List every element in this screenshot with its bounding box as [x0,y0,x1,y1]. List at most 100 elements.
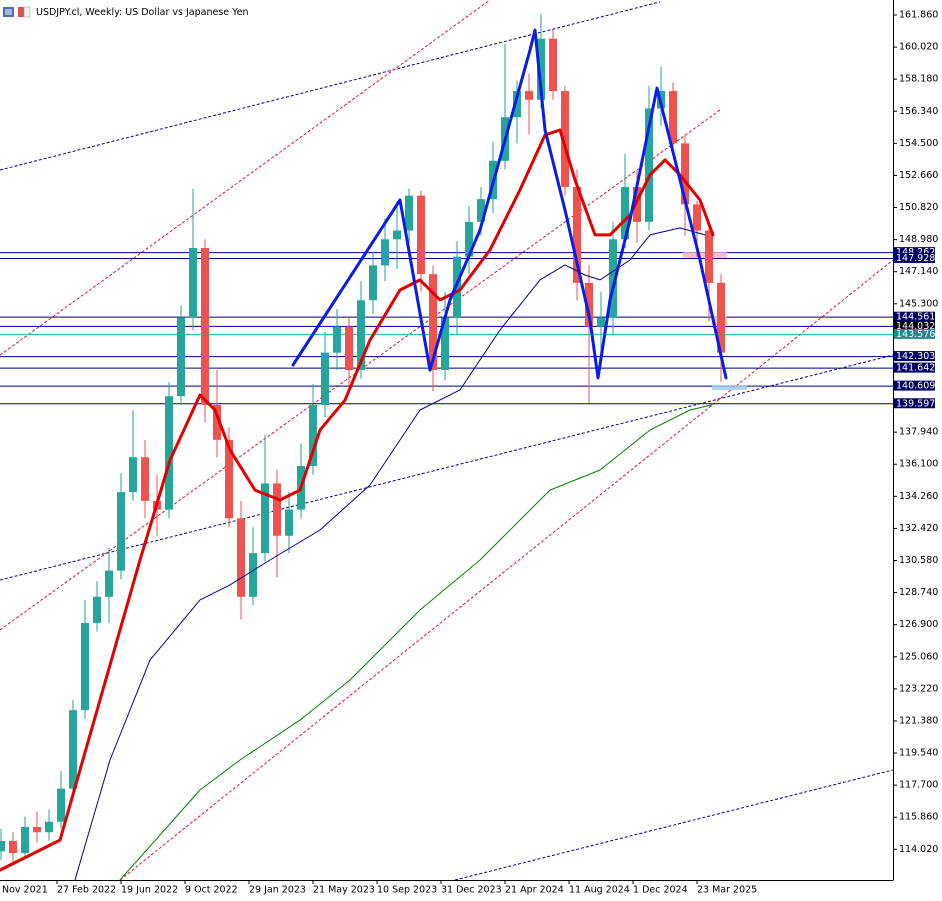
candle-body [117,492,125,571]
candle-body [165,396,173,510]
y-tick-label: 145.300 [899,298,938,309]
chart-title: USDJPY.cl, Weekly: US Dollar vs Japanese… [36,7,249,18]
level-label-box [894,351,935,362]
trendline [0,0,491,356]
chart-header: USDJPY.cl, Weekly: US Dollar vs Japanese… [3,6,249,18]
y-tick-label: 125.060 [899,651,938,662]
y-tick-label: 115.860 [899,812,938,823]
y-tick-label: 136.100 [899,459,938,470]
candle-body [177,317,185,397]
x-tick-label: 31 Dec 2023 [441,885,502,896]
candle-body [549,38,557,92]
candle-body [573,186,581,283]
candle-body [537,38,545,100]
candle-body [285,509,293,536]
overlay-line [119,404,713,880]
candle-body [429,274,437,371]
candle-body [585,282,593,327]
level-label-box [894,247,935,258]
y-tick-label: 160.020 [899,42,938,53]
y-tick-label: 134.260 [899,491,938,502]
level-label-box [894,311,935,322]
x-tick-label: 1 Dec 2024 [633,885,688,896]
candle-body [357,300,365,371]
candle-body [309,404,317,466]
candle-body [477,199,485,222]
y-tick-label: 114.020 [899,844,938,855]
candle-body [201,247,209,405]
y-tick-label: 123.220 [899,683,938,694]
x-tick-label: 21 May 2023 [313,885,375,896]
y-tick-label: 130.580 [899,555,938,566]
y-tick-label: 132.420 [899,523,938,534]
candle-body [393,230,401,240]
candle-body [45,821,53,833]
candle-body [189,247,197,318]
y-tick-label: 156.340 [899,106,938,117]
y-tick-label: 161.860 [899,9,938,20]
candle-body [513,91,521,118]
candle-body [105,570,113,597]
candle-body [441,317,449,371]
candle-body [225,439,233,519]
candle-body [321,352,329,405]
candle-body [561,91,569,187]
level-label: 141.642 [896,363,935,374]
candle-body [345,326,353,371]
candle-body [645,108,653,222]
level-label: 140.609 [896,381,935,392]
level-label-box [894,320,935,331]
candle-body [525,91,533,100]
candle-body [669,91,677,144]
level-label-box [894,362,935,373]
candle-body [213,404,221,440]
y-tick-label: 158.180 [899,74,938,85]
overlay-line [291,28,728,380]
candle-body [705,230,713,283]
y-tick-label: 126.900 [899,619,938,630]
trendline [119,259,893,880]
candle-body [405,195,413,231]
level-label: 147.928 [896,253,935,264]
candle-body [21,826,29,854]
candle-body [9,840,17,854]
y-tick-label: 137.940 [899,427,938,438]
candle-body [621,186,629,240]
x-tick-label: 21 Apr 2024 [505,885,564,896]
trendline [0,354,893,581]
level-label-box [894,328,935,339]
candle-body [249,553,257,597]
level-label-box [894,398,935,409]
candle-body [261,483,269,554]
level-label: 143.576 [896,329,935,340]
candle-body [681,143,689,205]
level-label: 148.262 [896,247,935,258]
candle-body [141,457,149,501]
level-label: 139.597 [896,398,935,409]
trendline [454,769,893,880]
x-tick-label: 23 Mar 2025 [697,885,757,896]
candle-body [693,204,701,231]
level-label: 144.032 [896,321,935,332]
level-label-box [894,380,935,391]
x-tick-label: 10 Sep 2023 [377,885,437,896]
candle-body [381,239,389,266]
flag-icon [18,7,24,17]
y-tick-label: 119.540 [899,748,938,759]
candle-body [597,317,605,327]
candle-body [93,596,101,623]
candle-body [609,239,617,318]
x-tick-label: 9 Oct 2022 [185,885,238,896]
x-tick-label: 11 Aug 2024 [569,885,630,896]
candle-body [237,518,245,597]
candle-body [69,710,77,789]
flag-icon [23,6,31,18]
candle-body [417,195,425,275]
y-tick-label: 147.140 [899,266,938,277]
level-label: 142.303 [896,351,935,362]
y-tick-label: 148.980 [899,234,938,245]
x-tick-label: 29 Jan 2023 [249,885,306,896]
overlay-line [74,227,706,880]
